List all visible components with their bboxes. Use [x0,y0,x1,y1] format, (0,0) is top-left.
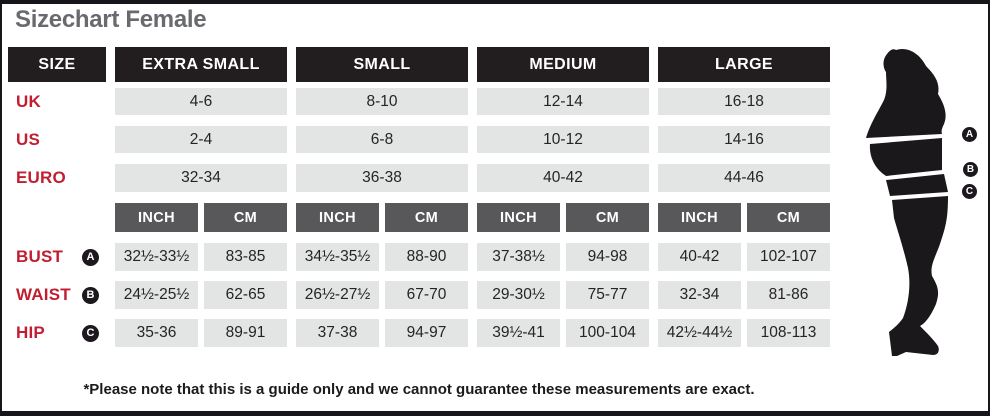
bust-l-group: 40-42 102-107 [658,243,830,271]
bust-l-inch-cell: 40-42 [658,243,741,271]
figure-marker-c-icon: C [962,184,977,199]
euro-s-cell: 36-38 [296,164,468,192]
bust-l-cm-cell: 102-107 [747,243,830,271]
row-label-uk: UK [16,91,41,111]
bust-xs-inch-cell: 32½-33½ [115,243,198,271]
uk-l-cell: 16-18 [658,88,830,115]
col-header-large: LARGE [658,47,830,82]
unit-header-row: INCH CM INCH CM INCH CM INCH CM [8,203,830,232]
unit-group-xs: INCH CM [115,203,287,232]
table-row-hip: HIP C 35-36 89-91 37-38 94-97 39½-41 100… [8,319,830,347]
euro-xs-cell: 32-34 [115,164,287,192]
uk-s-cell: 8-10 [296,88,468,115]
table-row-bust: BUST A 32½-33½ 83-85 34½-35½ 88-90 37-38… [8,243,830,271]
table-row-uk: UK 4-6 8-10 12-14 16-18 [8,88,830,115]
unit-group-l: INCH CM [658,203,830,232]
uk-m-cell: 12-14 [477,88,649,115]
hip-l-group: 42½-44½ 108-113 [658,319,830,347]
row-label-cell: EURO [8,164,106,192]
marker-c-badge-icon: C [82,324,99,342]
hip-m-group: 39½-41 100-104 [477,319,649,347]
cm-header: CM [385,203,468,232]
waist-m-inch-cell: 29-30½ [477,281,560,309]
page-title: Sizechart Female [15,6,207,33]
us-xs-cell: 2-4 [115,126,287,153]
table-row-waist: WAIST B 24½-25½ 62-65 26½-27½ 67-70 29-3… [8,281,830,309]
waist-xs-cm-cell: 62-65 [204,281,287,309]
waist-l-group: 32-34 81-86 [658,281,830,309]
col-header-small: SMALL [296,47,468,82]
marker-b-badge-icon: B [82,286,99,304]
waist-s-inch-cell: 26½-27½ [296,281,379,309]
waist-l-cm-cell: 81-86 [747,281,830,309]
row-label-cell: WAIST B [8,281,106,309]
hip-s-group: 37-38 94-97 [296,319,468,347]
row-label-hip: HIP [16,323,45,342]
us-l-cell: 14-16 [658,126,830,153]
row-label-us: US [16,129,41,149]
marker-a-badge-icon: A [82,248,99,266]
inch-header: INCH [296,203,379,232]
waist-xs-inch-cell: 24½-25½ [115,281,198,309]
euro-m-cell: 40-42 [477,164,649,192]
bust-m-inch-cell: 37-38½ [477,243,560,271]
bust-m-cm-cell: 94-98 [566,243,649,271]
us-m-cell: 10-12 [477,126,649,153]
hip-s-cm-cell: 94-97 [385,319,468,347]
row-label-cell-empty [8,203,106,232]
hip-l-cm-cell: 108-113 [747,319,830,347]
hip-s-inch-cell: 37-38 [296,319,379,347]
figure-marker-a-icon: A [962,127,977,142]
bust-s-inch-cell: 34½-35½ [296,243,379,271]
hip-xs-cm-cell: 89-91 [204,319,287,347]
row-label-cell: US [8,126,106,153]
hip-l-inch-cell: 42½-44½ [658,319,741,347]
row-label-bust: BUST [16,247,64,266]
uk-xs-cell: 4-6 [115,88,287,115]
table-row-us: US 2-4 6-8 10-12 14-16 [8,126,830,153]
footnote: *Please note that this is a guide only a… [83,381,755,398]
waist-xs-group: 24½-25½ 62-65 [115,281,287,309]
row-label-waist: WAIST [16,285,71,304]
inch-header: INCH [115,203,198,232]
unit-group-s: INCH CM [296,203,468,232]
bust-s-group: 34½-35½ 88-90 [296,243,468,271]
cm-header: CM [204,203,287,232]
hip-xs-inch-cell: 35-36 [115,319,198,347]
table-header-row: SIZE EXTRA SMALL SMALL MEDIUM LARGE [8,47,830,82]
col-header-extra-small: EXTRA SMALL [115,47,287,82]
inch-header: INCH [658,203,741,232]
cm-header: CM [566,203,649,232]
waist-s-group: 26½-27½ 67-70 [296,281,468,309]
size-header-cell: SIZE [8,47,106,82]
waist-s-cm-cell: 67-70 [385,281,468,309]
table-row-euro: EURO 32-34 36-38 40-42 44-46 [8,164,830,192]
euro-l-cell: 44-46 [658,164,830,192]
waist-l-inch-cell: 32-34 [658,281,741,309]
bust-s-cm-cell: 88-90 [385,243,468,271]
bust-m-group: 37-38½ 94-98 [477,243,649,271]
inch-header: INCH [477,203,560,232]
bust-xs-cm-cell: 83-85 [204,243,287,271]
row-label-cell: UK [8,88,106,115]
hip-xs-group: 35-36 89-91 [115,319,287,347]
cm-header: CM [747,203,830,232]
row-label-cell: BUST A [8,243,106,271]
col-header-medium: MEDIUM [477,47,649,82]
figure-marker-b-icon: B [963,162,978,177]
waist-m-group: 29-30½ 75-77 [477,281,649,309]
bust-xs-group: 32½-33½ 83-85 [115,243,287,271]
unit-group-m: INCH CM [477,203,649,232]
female-silhouette-icon [866,48,948,356]
hip-m-cm-cell: 100-104 [566,319,649,347]
row-label-euro: EURO [16,168,66,187]
us-s-cell: 6-8 [296,126,468,153]
hip-m-inch-cell: 39½-41 [477,319,560,347]
waist-m-cm-cell: 75-77 [566,281,649,309]
row-label-cell: HIP C [8,319,106,347]
